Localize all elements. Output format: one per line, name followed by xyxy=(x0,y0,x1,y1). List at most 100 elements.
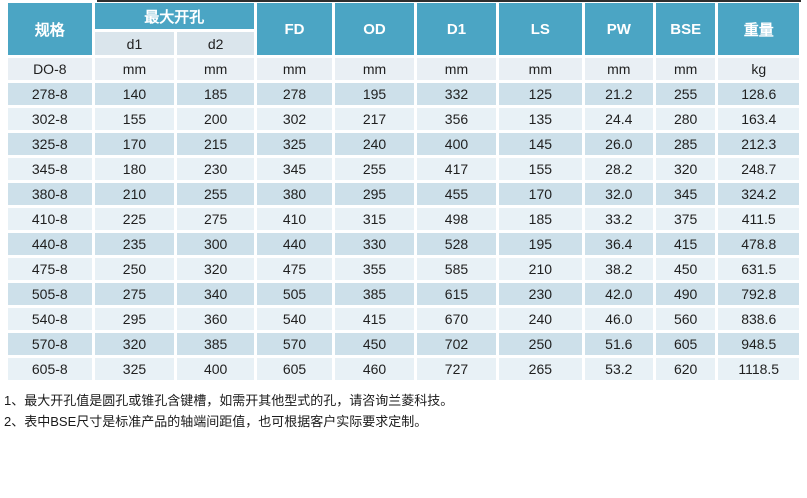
cell: 125 xyxy=(498,83,582,105)
cell: 325 xyxy=(256,133,333,155)
cell: 230 xyxy=(498,283,582,305)
cell: 212.3 xyxy=(718,133,799,155)
cell: 128.6 xyxy=(718,83,799,105)
cell: 200 xyxy=(177,108,254,130)
table-header: 规格 最大开孔 FD OD D1 LS PW BSE 重量 d1 d2 xyxy=(8,3,799,55)
cell: 540-8 xyxy=(8,308,92,330)
cell: 140 xyxy=(94,83,175,105)
cell: 345 xyxy=(256,158,333,180)
cell: 417 xyxy=(416,158,496,180)
dimension-spec-table: 规格 最大开孔 FD OD D1 LS PW BSE 重量 d1 d2 DO-8… xyxy=(5,0,802,383)
table-row: 302-8 155 200 302 217 356 135 24.4 280 163.4 xyxy=(8,108,799,130)
cell: 400 xyxy=(416,133,496,155)
col-header-pw: PW xyxy=(584,3,653,55)
cell: 278-8 xyxy=(8,83,92,105)
cell: 615 xyxy=(416,283,496,305)
cell: 248.7 xyxy=(718,158,799,180)
cell: 255 xyxy=(335,158,414,180)
col-subheader-d1: d1 xyxy=(94,32,175,55)
cell: 498 xyxy=(416,208,496,230)
table-row: 605-8 325 400 605 460 727 265 53.2 620 1118.5 xyxy=(8,358,799,380)
cell: 400 xyxy=(177,358,254,380)
cell: 410-8 xyxy=(8,208,92,230)
col-header-ls: LS xyxy=(498,3,582,55)
cell: 360 xyxy=(177,308,254,330)
cell: 170 xyxy=(94,133,175,155)
cell: 275 xyxy=(94,283,175,305)
cell: mm xyxy=(498,58,582,80)
col-header-d1-cap: D1 xyxy=(416,3,496,55)
cell: 275 xyxy=(177,208,254,230)
cell: 570 xyxy=(256,333,333,355)
cell: 33.2 xyxy=(584,208,653,230)
table-row: 345-8 180 230 345 255 417 155 28.2 320 248.7 xyxy=(8,158,799,180)
cell: 155 xyxy=(498,158,582,180)
col-header-bse: BSE xyxy=(655,3,716,55)
cell: 838.6 xyxy=(718,308,799,330)
cell: 385 xyxy=(177,333,254,355)
cell: 505-8 xyxy=(8,283,92,305)
col-header-max-opening: 最大开孔 xyxy=(94,3,254,29)
cell: 325 xyxy=(94,358,175,380)
cell: 32.0 xyxy=(584,183,653,205)
col-header-od: OD xyxy=(335,3,414,55)
cell: 455 xyxy=(416,183,496,205)
cell: 727 xyxy=(416,358,496,380)
cell: 230 xyxy=(177,158,254,180)
cell: 185 xyxy=(498,208,582,230)
cell: 225 xyxy=(94,208,175,230)
cell: 180 xyxy=(94,158,175,180)
table-row: 475-8 250 320 475 355 585 210 38.2 450 631.5 xyxy=(8,258,799,280)
table-row: 540-8 295 360 540 415 670 240 46.0 560 838.6 xyxy=(8,308,799,330)
cell: mm xyxy=(94,58,175,80)
cell: 460 xyxy=(335,358,414,380)
cell: 36.4 xyxy=(584,233,653,255)
cell: mm xyxy=(655,58,716,80)
table-body: DO-8 mm mm mm mm mm mm mm mm kg 278-8 140 185 278 195 3… xyxy=(8,58,799,380)
cell: 631.5 xyxy=(718,258,799,280)
col-header-fd: FD xyxy=(256,3,333,55)
cell: 155 xyxy=(94,108,175,130)
cell: 440 xyxy=(256,233,333,255)
cell: 170 xyxy=(498,183,582,205)
cell: 356 xyxy=(416,108,496,130)
cell: 325-8 xyxy=(8,133,92,155)
cell: 560 xyxy=(655,308,716,330)
cell: 255 xyxy=(177,183,254,205)
cell: 315 xyxy=(335,208,414,230)
units-row: DO-8 mm mm mm mm mm mm mm mm kg xyxy=(8,58,799,80)
cell: 585 xyxy=(416,258,496,280)
cell: 605-8 xyxy=(8,358,92,380)
cell: 195 xyxy=(335,83,414,105)
cell: 415 xyxy=(335,308,414,330)
cell: 478.8 xyxy=(718,233,799,255)
cell: 324.2 xyxy=(718,183,799,205)
cell: 528 xyxy=(416,233,496,255)
cell: 255 xyxy=(655,83,716,105)
cell: 28.2 xyxy=(584,158,653,180)
cell: 440-8 xyxy=(8,233,92,255)
cell: 1118.5 xyxy=(718,358,799,380)
cell: mm xyxy=(584,58,653,80)
cell: mm xyxy=(335,58,414,80)
cell: 235 xyxy=(94,233,175,255)
cell: 285 xyxy=(655,133,716,155)
cell: 320 xyxy=(177,258,254,280)
cell: 345-8 xyxy=(8,158,92,180)
cell: 302-8 xyxy=(8,108,92,130)
cell: 145 xyxy=(498,133,582,155)
cell: 302 xyxy=(256,108,333,130)
cell: 240 xyxy=(335,133,414,155)
footnote-1: 1、最大开孔值是圆孔或锥孔含键槽，如需开其他型式的孔，请咨询兰菱科技。 xyxy=(4,393,454,408)
cell: 265 xyxy=(498,358,582,380)
cell: 240 xyxy=(498,308,582,330)
cell: 185 xyxy=(177,83,254,105)
cell: 250 xyxy=(498,333,582,355)
cell: 411.5 xyxy=(718,208,799,230)
table-row: 440-8 235 300 440 330 528 195 36.4 415 478.8 xyxy=(8,233,799,255)
cell: 21.2 xyxy=(584,83,653,105)
cell: 792.8 xyxy=(718,283,799,305)
cell: 24.4 xyxy=(584,108,653,130)
table-row: 278-8 140 185 278 195 332 125 21.2 255 128.6 xyxy=(8,83,799,105)
cell: 340 xyxy=(177,283,254,305)
